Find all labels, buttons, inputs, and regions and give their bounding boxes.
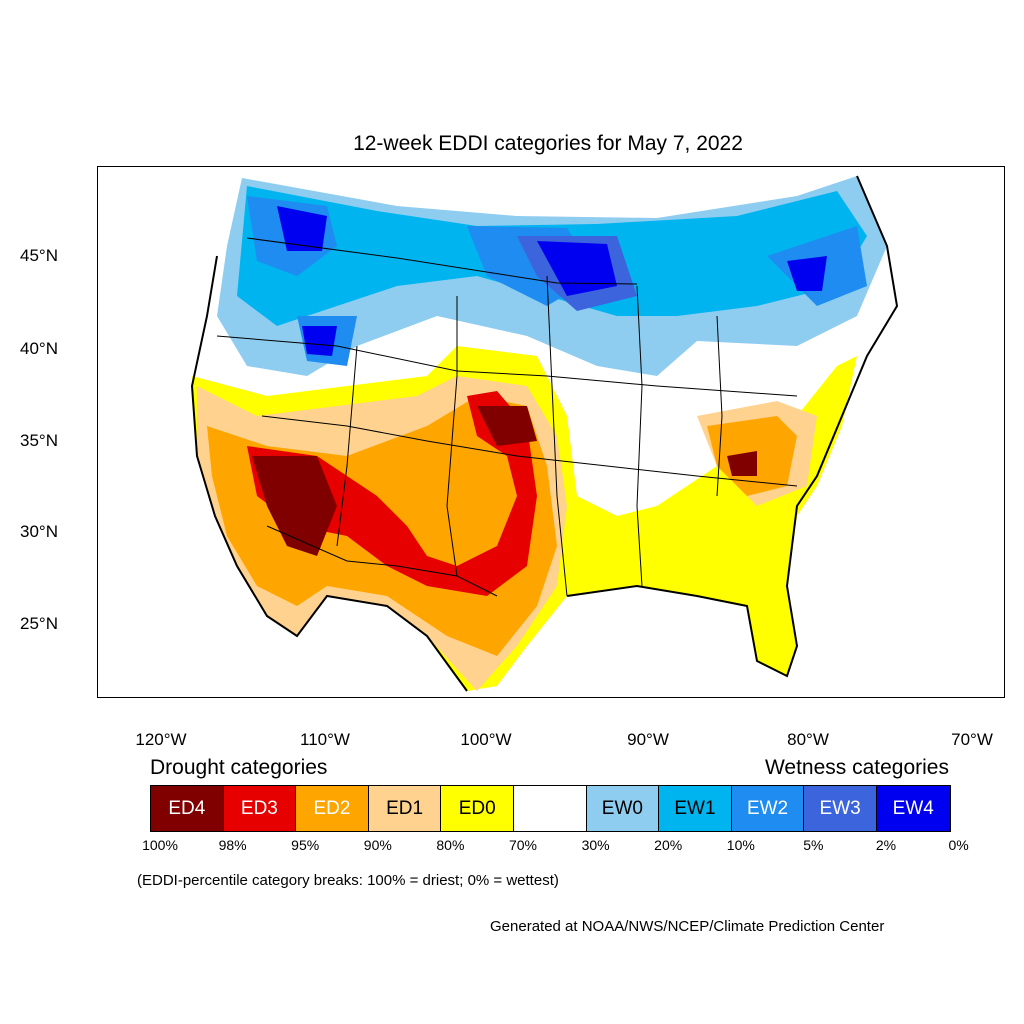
eddi-map [97, 166, 1005, 698]
legend-box: EW3 [804, 786, 877, 831]
legend-break-label: 70% [508, 837, 538, 853]
legend-box: EW1 [659, 786, 732, 831]
legend-break-label: 80% [436, 837, 465, 853]
legend-box [513, 786, 587, 831]
legend-box: EW0 [586, 786, 660, 831]
wet-ew4-c [787, 256, 827, 291]
dry-ed4 [252, 456, 337, 556]
lon-label: 80°W [787, 730, 829, 749]
legend-box: EW2 [731, 786, 805, 831]
legend-box: ED0 [441, 786, 514, 831]
legend-break-label: 30% [581, 837, 610, 853]
legend-break-label: 100% [142, 837, 178, 853]
wet-ew4-d [302, 326, 337, 356]
coastline [190, 175, 899, 692]
legend-break-label: 90% [363, 837, 392, 853]
category-note: (EDDI-percentile category breaks: 100% =… [137, 872, 559, 889]
drought-heading: Drought categories [150, 756, 328, 779]
legend-break-label: 5% [803, 837, 824, 853]
dry-ed4-c [727, 451, 757, 476]
legend-break-label: 20% [654, 837, 683, 853]
legend-box: ED3 [223, 786, 297, 831]
legend-break-label: 95% [291, 837, 320, 853]
category-legend: ED4 ED3 ED2 ED1 ED0 EW0 EW1 EW2 EW3 EW4 [150, 785, 951, 832]
legend-break-label: 0% [948, 837, 969, 853]
credit-line: Generated at NOAA/NWS/NCEP/Climate Predi… [490, 918, 885, 935]
lon-label: 90°W [627, 730, 669, 749]
legend-box: ED2 [296, 786, 369, 831]
map-title: 12-week EDDI categories for May 7, 2022 [353, 132, 743, 155]
legend-box: EW4 [876, 786, 950, 831]
lat-label: 35°N [20, 431, 58, 450]
lon-label: 70°W [951, 730, 993, 749]
lon-label: 100°W [460, 730, 512, 749]
border-lines [216, 237, 798, 597]
wet-ew4-a [537, 241, 617, 296]
lat-label: 25°N [20, 614, 58, 633]
wetness-heading: Wetness categories [764, 756, 949, 779]
lon-label: 110°W [300, 730, 350, 749]
legend-break-label: 2% [875, 837, 897, 853]
wet-ew4-b [277, 206, 327, 251]
legend-break-label: 98% [218, 837, 247, 853]
dry-ed4-b [477, 406, 537, 446]
legend-box: ED4 [151, 786, 224, 831]
lat-label: 40°N [20, 339, 58, 358]
lat-label: 30°N [20, 522, 58, 541]
lon-label: 120°W [135, 730, 187, 749]
legend-break-label: 10% [726, 837, 755, 853]
lat-label: 45°N [20, 246, 58, 265]
legend-box: ED1 [368, 786, 442, 831]
